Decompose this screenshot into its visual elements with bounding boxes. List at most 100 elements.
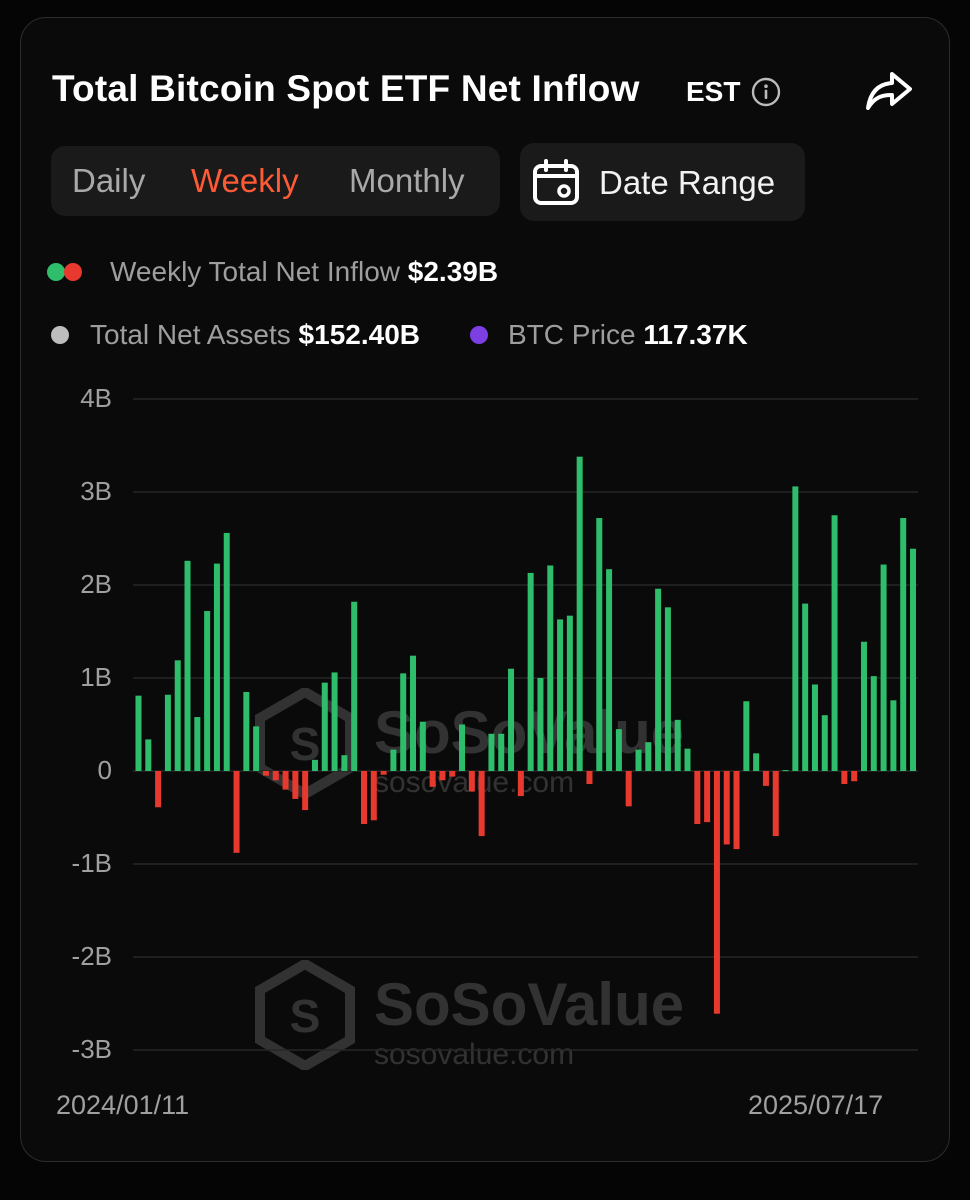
- bar[interactable]: [870, 676, 877, 771]
- bar[interactable]: [321, 682, 328, 771]
- bar[interactable]: [370, 771, 377, 821]
- bar[interactable]: [184, 560, 191, 771]
- bar[interactable]: [302, 771, 309, 811]
- bar[interactable]: [517, 771, 524, 797]
- y-tick-label: -2B: [71, 941, 112, 971]
- bar[interactable]: [753, 753, 760, 771]
- bar[interactable]: [772, 771, 779, 837]
- bar[interactable]: [743, 701, 750, 771]
- bar[interactable]: [733, 771, 740, 850]
- assets-legend-dot: [51, 326, 69, 344]
- bar[interactable]: [802, 603, 809, 771]
- bar[interactable]: [262, 771, 269, 776]
- bar[interactable]: [851, 771, 858, 782]
- bar[interactable]: [390, 749, 397, 771]
- bar[interactable]: [213, 563, 220, 771]
- bar[interactable]: [635, 749, 642, 771]
- bar[interactable]: [468, 771, 475, 792]
- bar[interactable]: [155, 771, 162, 808]
- bar[interactable]: [684, 748, 691, 771]
- bar[interactable]: [821, 715, 828, 771]
- bar[interactable]: [723, 771, 730, 845]
- bar[interactable]: [655, 588, 662, 771]
- bar[interactable]: [478, 771, 485, 837]
- bar[interactable]: [615, 729, 622, 771]
- watermark-name: SoSoValue: [374, 971, 685, 1038]
- bar[interactable]: [880, 564, 887, 771]
- bar[interactable]: [292, 771, 299, 799]
- bar[interactable]: [547, 565, 554, 771]
- price-legend-dot: [470, 326, 488, 344]
- bar[interactable]: [625, 771, 632, 807]
- bar[interactable]: [860, 641, 867, 771]
- bar[interactable]: [537, 678, 544, 771]
- bar[interactable]: [576, 456, 583, 771]
- bar[interactable]: [498, 733, 505, 771]
- bar[interactable]: [606, 569, 613, 771]
- bar[interactable]: [233, 771, 240, 853]
- bar[interactable]: [674, 719, 681, 771]
- bar[interactable]: [566, 615, 573, 771]
- bar[interactable]: [811, 684, 818, 771]
- bar[interactable]: [311, 759, 318, 771]
- bar[interactable]: [645, 742, 652, 771]
- bar[interactable]: [557, 619, 564, 771]
- bar[interactable]: [900, 518, 907, 771]
- price-legend-value: 117.37K: [643, 319, 748, 350]
- bar[interactable]: [164, 694, 171, 771]
- bar[interactable]: [713, 771, 720, 1014]
- bar[interactable]: [135, 695, 142, 771]
- bar[interactable]: [204, 611, 211, 771]
- bar[interactable]: [272, 771, 279, 781]
- bar[interactable]: [831, 515, 838, 771]
- bar[interactable]: [429, 771, 436, 787]
- bar[interactable]: [841, 771, 848, 785]
- bar[interactable]: [331, 672, 338, 771]
- info-icon[interactable]: [751, 77, 781, 107]
- bar[interactable]: [527, 572, 534, 771]
- bar[interactable]: [360, 771, 367, 825]
- date-range-button[interactable]: Date Range: [520, 143, 805, 221]
- y-tick-label: 3B: [80, 476, 112, 506]
- bar[interactable]: [508, 668, 515, 771]
- bar[interactable]: [194, 717, 201, 771]
- bar[interactable]: [419, 721, 426, 771]
- bar[interactable]: [410, 655, 417, 771]
- bar[interactable]: [400, 673, 407, 771]
- bar[interactable]: [459, 724, 466, 772]
- bar[interactable]: [792, 486, 799, 771]
- bar[interactable]: [341, 755, 348, 771]
- y-tick-label: 4B: [80, 383, 112, 413]
- bar[interactable]: [380, 771, 387, 775]
- bar[interactable]: [782, 770, 789, 772]
- bar[interactable]: [762, 771, 769, 786]
- tab-monthly[interactable]: Monthly: [349, 162, 465, 199]
- bar[interactable]: [586, 771, 593, 785]
- bar[interactable]: [449, 771, 456, 777]
- bar[interactable]: [145, 739, 152, 771]
- x-axis-end-label: 2025/07/17: [748, 1090, 884, 1120]
- bar[interactable]: [243, 691, 250, 771]
- tab-daily[interactable]: Daily: [72, 162, 146, 199]
- bar[interactable]: [174, 660, 181, 771]
- period-tabs: Daily Weekly Monthly: [51, 146, 500, 216]
- y-tick-label: 2B: [80, 569, 112, 599]
- bar[interactable]: [223, 532, 230, 771]
- bar[interactable]: [664, 607, 671, 771]
- chart-title: Total Bitcoin Spot ETF Net Inflow: [52, 68, 640, 109]
- assets-legend-label: Total Net Assets: [90, 319, 291, 350]
- bar[interactable]: [704, 771, 711, 823]
- bar[interactable]: [439, 771, 446, 781]
- inflow-legend-dot-positive: [47, 263, 65, 281]
- bar[interactable]: [351, 601, 358, 771]
- share-icon[interactable]: [864, 70, 914, 112]
- tab-weekly[interactable]: Weekly: [191, 162, 299, 199]
- bar[interactable]: [890, 700, 897, 771]
- bar[interactable]: [253, 726, 260, 771]
- bar[interactable]: [910, 548, 916, 771]
- bar[interactable]: [596, 518, 603, 771]
- bar[interactable]: [694, 771, 701, 825]
- bar[interactable]: [488, 733, 495, 771]
- bar[interactable]: [282, 771, 289, 790]
